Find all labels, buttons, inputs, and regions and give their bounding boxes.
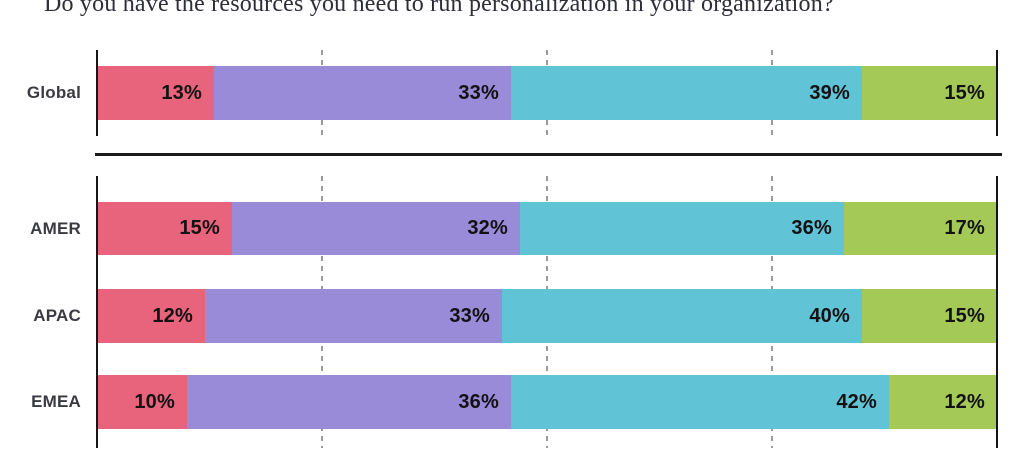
chart-title: Do you have the resources you need to ru… — [44, 0, 834, 17]
value-label: 12% — [152, 304, 193, 327]
bar-row-emea: EMEA 10% 36% 42% 12% — [31, 375, 997, 429]
value-label: 32% — [467, 217, 508, 239]
bar-row-amer: AMER 15% 32% 36% 17% — [30, 202, 997, 255]
segment-green-emea: 12% — [889, 375, 997, 429]
category-label-global: Global — [26, 83, 81, 102]
section-divider — [95, 153, 1002, 156]
segment-pink-amer: 15% — [97, 202, 232, 255]
segment-pink-global: 13% — [97, 66, 214, 120]
segment-teal-emea: 42% — [511, 375, 889, 429]
segment-pink-apac: 12% — [97, 289, 205, 343]
value-label: 15% — [944, 304, 985, 327]
value-label: 17% — [944, 217, 985, 239]
bar-row-apac: APAC 12% 33% 40% 15% — [33, 289, 997, 343]
axis-tick-right — [995, 50, 999, 136]
segment-teal-global: 39% — [511, 66, 862, 120]
value-label: 15% — [179, 217, 220, 239]
segment-green-global: 15% — [862, 66, 997, 120]
segment-pink-emea: 10% — [97, 375, 187, 429]
segment-purple-apac: 33% — [205, 289, 502, 343]
value-label: 12% — [944, 390, 985, 413]
axis-tick-right — [995, 176, 999, 448]
segment-purple-emea: 36% — [187, 375, 511, 429]
segment-teal-amer: 36% — [520, 202, 844, 255]
category-label-amer: AMER — [30, 218, 81, 238]
bar-row-global: Global 13% 33% 39% 15% — [27, 66, 997, 120]
segment-green-apac: 15% — [862, 289, 997, 343]
regions-plot-area: AMER 15% 32% 36% 17% APAC 12% 33% 40% 15% EMEA 10% 3… — [30, 176, 999, 448]
global-plot-area: Global 13% 33% 39% 15% — [27, 50, 999, 136]
value-label: 36% — [458, 390, 499, 413]
segment-purple-amer: 32% — [232, 202, 520, 255]
value-label: 15% — [944, 81, 985, 104]
value-label: 33% — [458, 81, 499, 104]
category-label-apac: APAC — [33, 306, 81, 325]
value-label: 39% — [809, 81, 850, 104]
value-label: 40% — [809, 304, 850, 327]
category-label-emea: EMEA — [31, 392, 81, 411]
segment-purple-global: 33% — [214, 66, 511, 120]
value-label: 33% — [449, 304, 490, 327]
axis-tick-left — [95, 50, 99, 136]
segment-green-amer: 17% — [844, 202, 997, 255]
axis-tick-left — [95, 176, 99, 448]
segment-teal-apac: 40% — [502, 289, 862, 343]
value-label: 42% — [836, 390, 877, 413]
value-label: 10% — [134, 390, 175, 413]
value-label: 36% — [791, 217, 832, 239]
value-label: 13% — [161, 81, 202, 104]
